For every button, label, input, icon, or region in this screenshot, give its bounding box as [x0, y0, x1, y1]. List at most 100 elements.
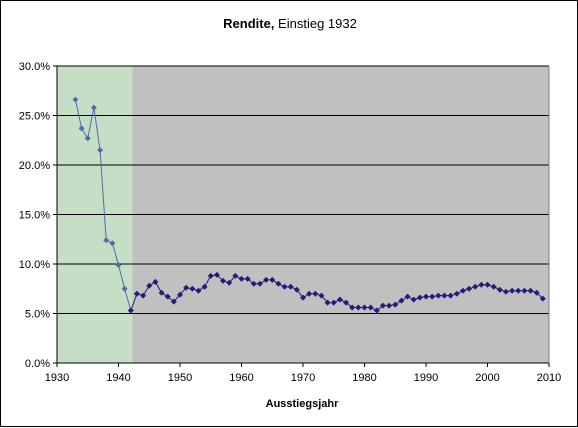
gridlines [57, 65, 549, 314]
x-tick-label: 1970 [291, 372, 315, 384]
data-point [97, 147, 104, 154]
data-point [367, 304, 374, 311]
data-point [521, 287, 528, 294]
data-point [287, 283, 294, 290]
x-tick-label: 1980 [352, 372, 376, 384]
data-point [238, 275, 245, 282]
data-point [275, 280, 282, 287]
data-point [423, 293, 429, 300]
series [72, 96, 546, 314]
x-tick-label: 1940 [106, 372, 130, 384]
data-point [115, 261, 122, 268]
data-point [189, 285, 196, 292]
y-tick-label: 10.0% [19, 259, 50, 271]
x-tick-label: 1930 [45, 372, 69, 384]
data-point [170, 298, 177, 305]
y-tick-label: 0.0% [25, 358, 50, 370]
data-point [164, 293, 171, 300]
x-tick-label: 1960 [229, 372, 253, 384]
data-point [392, 301, 399, 308]
data-point [103, 237, 110, 244]
data-point [441, 292, 448, 299]
data-point [306, 290, 313, 297]
data-point [158, 289, 165, 296]
data-point [250, 280, 257, 287]
data-point [502, 288, 509, 295]
data-point [78, 125, 85, 132]
data-point [90, 104, 97, 111]
tick-labels: 0.0% 5.0% 10.0% 15.0% 20.0% 25.0% 30.0% 1930 194… [19, 61, 561, 384]
data-point [472, 283, 479, 290]
data-point [127, 307, 134, 314]
data-point [410, 296, 417, 303]
x-axis-title: Ausstiegsjahr [266, 398, 339, 410]
data-point [416, 294, 423, 301]
data-point [533, 289, 540, 296]
data-point [509, 287, 516, 294]
data-point [293, 286, 300, 293]
data-point [84, 135, 91, 142]
chart-title: Rendite, Einstieg 1932 [223, 16, 357, 31]
data-point [330, 299, 337, 306]
data-point [435, 292, 442, 299]
data-point [220, 277, 227, 284]
data-point [373, 307, 380, 314]
data-point [466, 285, 473, 292]
data-point [281, 283, 288, 290]
data-point [349, 304, 356, 311]
data-point [152, 278, 159, 285]
y-tick-label: 20.0% [19, 160, 50, 172]
data-point [244, 275, 251, 282]
y-tick-label: 5.0% [25, 309, 50, 321]
data-point [213, 271, 220, 278]
data-point [318, 292, 325, 299]
y-tick-label: 25.0% [19, 111, 50, 123]
data-point [453, 290, 460, 297]
x-tick-label: 1990 [414, 372, 438, 384]
data-point [490, 283, 497, 290]
data-point [429, 293, 436, 300]
data-point [527, 287, 534, 294]
data-point [256, 280, 263, 287]
y-tick-label: 30.0% [19, 61, 50, 73]
data-point [312, 290, 319, 297]
data-point [72, 96, 79, 103]
data-point [496, 286, 503, 293]
data-point [121, 285, 128, 292]
data-point [324, 299, 331, 306]
data-point [183, 284, 190, 291]
data-point [226, 279, 233, 286]
data-point [361, 304, 368, 311]
data-point [515, 287, 522, 294]
chart-title-rest: Einstieg 1932 [274, 16, 356, 31]
data-point [300, 294, 306, 301]
series-line-early [74, 99, 132, 311]
data-point [195, 287, 202, 294]
data-point [263, 276, 270, 283]
chart-title-bold: Rendite, [223, 16, 274, 31]
data-point [207, 272, 214, 279]
x-tick-label: 2010 [537, 372, 561, 384]
data-point [140, 292, 147, 299]
y-tick-label: 15.0% [19, 210, 50, 222]
data-point [539, 295, 546, 302]
data-point [146, 282, 153, 289]
x-tick-label: 2000 [475, 372, 499, 384]
data-point [386, 302, 393, 309]
data-point [355, 304, 362, 311]
data-point [484, 281, 491, 288]
data-point [398, 297, 405, 304]
data-point [478, 281, 485, 288]
data-point [232, 272, 239, 279]
x-tick-label: 1950 [168, 372, 192, 384]
data-point [201, 283, 208, 290]
data-point [379, 302, 386, 309]
data-point [459, 287, 466, 294]
data-point [447, 292, 454, 299]
data-point [269, 276, 276, 283]
data-point [343, 299, 350, 306]
data-point [133, 290, 140, 297]
data-point [336, 296, 343, 303]
